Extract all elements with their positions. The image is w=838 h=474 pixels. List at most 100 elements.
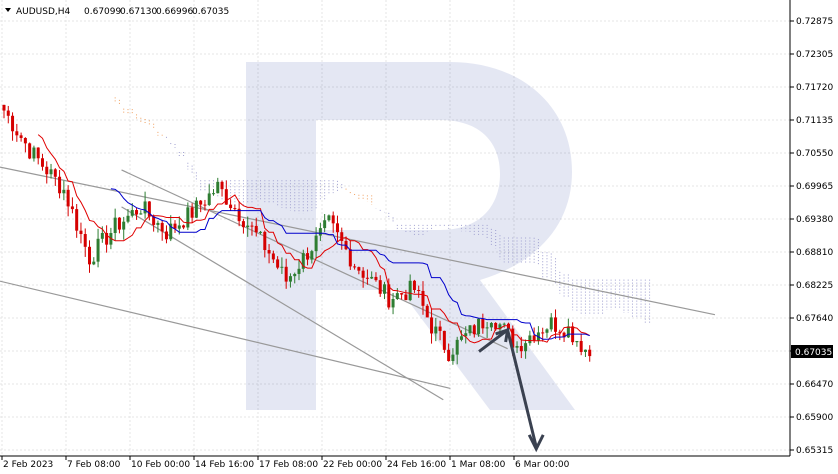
candle-body <box>32 147 36 159</box>
indicator-lines <box>37 134 590 344</box>
x-tick-label: 10 Feb 00:00 <box>131 460 190 470</box>
candle-body <box>511 328 515 348</box>
y-tick-label: 0.65315 <box>796 446 833 456</box>
y-tick-label: 0.68810 <box>796 248 833 258</box>
candle-body <box>15 131 19 136</box>
candle-body <box>229 204 233 209</box>
header-high: 0.67130 <box>120 7 157 17</box>
trend-lines <box>0 166 716 401</box>
candle-body <box>88 246 92 265</box>
y-tick-label: 0.72305 <box>796 50 833 60</box>
candle-body <box>70 206 74 210</box>
dropdown-triangle-icon[interactable] <box>5 8 11 12</box>
candle-body <box>447 349 451 361</box>
candle-body <box>331 215 335 224</box>
candle-body <box>2 104 6 111</box>
candle-body <box>498 324 502 330</box>
candle-body <box>438 326 442 331</box>
candle-body <box>267 250 271 254</box>
candle-body <box>353 266 357 268</box>
candle-body <box>365 277 369 279</box>
candle-body <box>79 230 83 235</box>
candle-body <box>169 223 173 240</box>
candle-body <box>391 299 395 308</box>
candle-body <box>566 326 570 338</box>
candle-body <box>583 349 587 352</box>
candle-body <box>494 322 498 330</box>
y-tick-label: 0.65900 <box>796 413 833 423</box>
candle-body <box>254 225 258 233</box>
candle-body <box>588 349 592 357</box>
candle-body <box>143 201 147 214</box>
candle-body <box>451 354 455 361</box>
x-tick-label: 14 Feb 16:00 <box>195 460 254 470</box>
candle-body <box>58 176 62 194</box>
candle-body <box>383 284 387 294</box>
candle-body <box>139 213 143 215</box>
candle-body <box>122 221 126 230</box>
candle-body <box>434 326 438 334</box>
chart-header: AUDUSD,H4 0.67099 0.67130 0.66996 0.6703… <box>5 7 229 17</box>
candle-body <box>357 267 361 271</box>
candle-body <box>182 225 186 228</box>
x-tick-label: 6 Mar 00:00 <box>515 460 570 470</box>
candle-body <box>306 253 310 260</box>
header-close: 0.67035 <box>192 7 229 17</box>
candle-body <box>233 208 237 210</box>
x-tick-label: 2 Feb 2023 <box>3 460 53 470</box>
candle-body <box>237 208 241 222</box>
candle-body <box>468 325 472 334</box>
current-price-tag: 0.67035 <box>791 345 833 358</box>
candle-body <box>271 253 275 260</box>
candle-body <box>130 210 134 216</box>
candle-body <box>378 280 382 294</box>
candle-body <box>246 225 250 228</box>
candle-body <box>301 253 305 269</box>
y-tick-label: 0.71135 <box>796 116 833 126</box>
candle-body <box>62 189 66 194</box>
trend-line-inner-lower <box>121 206 444 401</box>
candle-body <box>40 158 44 167</box>
candle-body <box>216 181 220 194</box>
candle-body <box>408 280 412 301</box>
header-open: 0.67099 <box>84 7 121 17</box>
candle-body <box>75 209 79 231</box>
candle-body <box>156 222 160 225</box>
forecast-arrow <box>478 327 545 453</box>
candle-body <box>412 280 416 290</box>
candle-body <box>83 234 87 247</box>
candle-body <box>220 181 224 190</box>
candle-body <box>545 329 549 333</box>
candle-body <box>293 273 297 277</box>
candle-body <box>105 232 109 245</box>
y-tick-label: 0.72875 <box>796 17 833 27</box>
candle-body <box>241 221 245 228</box>
candle-body <box>579 340 583 352</box>
candle-body <box>28 143 32 159</box>
candle-body <box>464 333 468 337</box>
x-tick-label: 7 Feb 08:00 <box>67 460 121 470</box>
candle-body <box>575 340 579 343</box>
candle-body <box>23 137 27 144</box>
candle-body <box>327 215 331 221</box>
candle-body <box>442 330 446 350</box>
arrowhead-icon <box>527 434 545 453</box>
trend-line-upper-channel <box>0 166 716 316</box>
y-tick-label: 0.69380 <box>796 215 833 225</box>
y-tick-label: 0.68225 <box>796 281 833 291</box>
y-tick-label: 0.66470 <box>796 380 833 390</box>
candle-body <box>477 318 481 335</box>
candle-body <box>96 238 100 262</box>
candle-body <box>459 336 463 340</box>
candle-body <box>224 189 228 205</box>
candle-body <box>421 290 425 306</box>
y-tick-label: 0.71720 <box>796 83 833 93</box>
candle-body <box>152 216 156 225</box>
y-tick-label: 0.70550 <box>796 149 833 159</box>
candle-body <box>203 204 207 206</box>
candle-body <box>53 169 57 177</box>
candle-body <box>297 268 301 274</box>
candle-body <box>177 225 181 229</box>
